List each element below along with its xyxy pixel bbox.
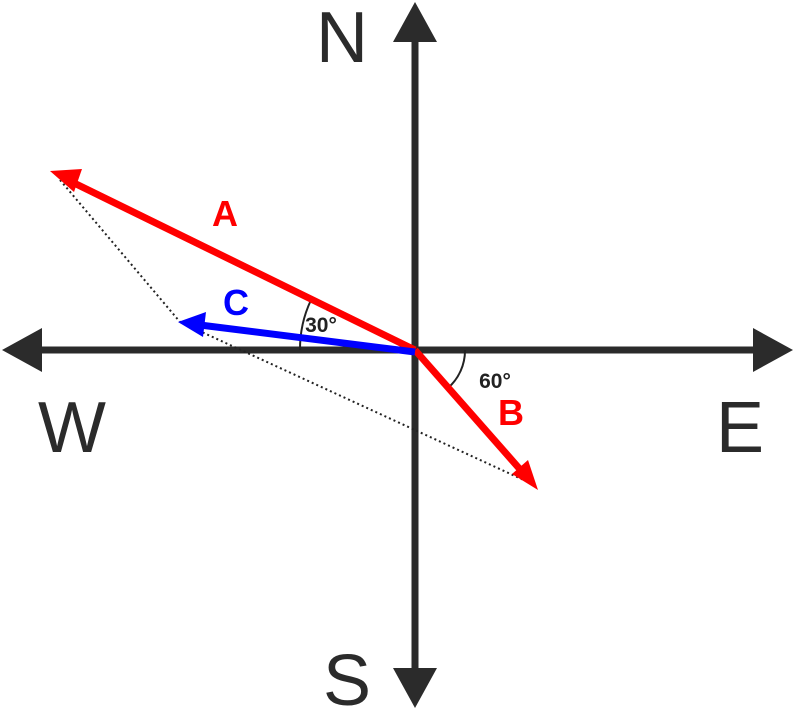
south-arrowhead: [393, 668, 437, 708]
dotted-line: [179, 321, 529, 483]
angle-arc: [298, 299, 312, 351]
vector-label: A: [212, 193, 238, 234]
angle-label: 60°: [479, 370, 511, 393]
west-label: W: [38, 388, 106, 468]
north-arrowhead: [393, 2, 437, 42]
east-arrowhead: [753, 328, 793, 372]
vector-c-arrowhead: [178, 312, 206, 337]
vector-label: C: [223, 282, 249, 323]
vector-label: B: [498, 392, 524, 433]
south-label: S: [323, 641, 371, 710]
vector-b: [412, 347, 528, 478]
vector-a-arrowhead: [50, 169, 82, 192]
vector-c: [199, 321, 416, 356]
east-label: E: [716, 388, 764, 468]
vector-a: [70, 178, 417, 354]
dotted-line: [59, 179, 181, 323]
vector-b-arrowhead: [512, 460, 538, 490]
angle-label: 30°: [305, 314, 337, 337]
north-label: N: [316, 0, 368, 78]
west-arrowhead: [2, 328, 42, 372]
angle-arc: [447, 349, 467, 389]
